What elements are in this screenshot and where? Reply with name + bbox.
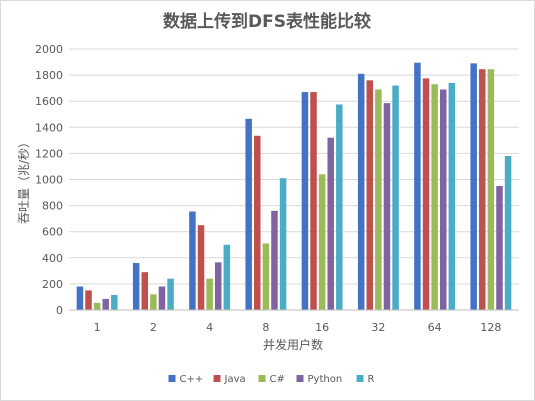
legend-item: C++ bbox=[168, 374, 204, 385]
legend-swatch bbox=[258, 375, 266, 382]
bar bbox=[479, 69, 486, 310]
y-tick-label: 1800 bbox=[35, 69, 63, 82]
bar bbox=[158, 286, 166, 310]
x-tick-label: 2 bbox=[150, 321, 157, 334]
bar bbox=[189, 211, 196, 310]
x-tick-label: 4 bbox=[206, 321, 213, 334]
bar bbox=[327, 137, 334, 310]
y-tick-label: 1200 bbox=[35, 147, 63, 160]
legend-label: C++ bbox=[180, 374, 204, 385]
bar bbox=[214, 262, 222, 310]
x-tick-label: 16 bbox=[315, 321, 329, 334]
legend-swatch bbox=[356, 375, 364, 382]
bar bbox=[336, 104, 343, 311]
bar bbox=[167, 278, 174, 310]
bar bbox=[197, 225, 205, 310]
gridlines bbox=[69, 48, 519, 285]
y-tick-label: 400 bbox=[42, 252, 63, 265]
bar bbox=[141, 272, 149, 310]
legend-item: Python bbox=[296, 374, 343, 385]
bar bbox=[150, 294, 157, 310]
x-tick-label: 64 bbox=[428, 321, 442, 334]
legend-swatch bbox=[296, 375, 304, 382]
y-axis-ticks: 0 200 400 600 800 1000 1200 1400 1600 1800 2000 bbox=[35, 43, 63, 317]
legend-label: C# bbox=[270, 374, 285, 385]
bar bbox=[431, 84, 438, 310]
legend-item: R bbox=[356, 374, 375, 385]
bar bbox=[375, 89, 382, 310]
bar bbox=[414, 62, 421, 310]
bar bbox=[318, 174, 326, 310]
bar bbox=[487, 69, 495, 310]
legend-swatch bbox=[168, 375, 176, 382]
bar bbox=[439, 89, 447, 310]
bar bbox=[470, 63, 477, 311]
y-tick-label: 1400 bbox=[35, 121, 63, 134]
bar bbox=[132, 263, 140, 310]
bar bbox=[392, 85, 399, 310]
x-tick-label: 1 bbox=[94, 321, 101, 334]
bar bbox=[422, 78, 430, 310]
bar bbox=[254, 135, 261, 310]
y-tick-label: 1600 bbox=[35, 95, 63, 108]
bar bbox=[271, 210, 278, 310]
bar bbox=[223, 244, 231, 310]
bar bbox=[102, 298, 109, 310]
bar bbox=[357, 73, 365, 310]
x-tick-label: 128 bbox=[480, 321, 501, 334]
y-tick-label: 0 bbox=[56, 304, 63, 317]
legend-item: C# bbox=[258, 374, 285, 385]
y-tick-label: 1000 bbox=[35, 174, 63, 187]
bars bbox=[76, 62, 512, 311]
y-tick-label: 200 bbox=[42, 278, 63, 291]
bar bbox=[448, 82, 456, 311]
bar bbox=[206, 278, 213, 310]
bar bbox=[279, 178, 287, 310]
bar bbox=[366, 80, 374, 310]
x-tick-label: 8 bbox=[262, 321, 269, 334]
bar bbox=[93, 302, 101, 310]
bar bbox=[310, 92, 317, 310]
legend-label: Java bbox=[224, 374, 246, 385]
bar bbox=[111, 294, 118, 310]
y-tick-label: 2000 bbox=[35, 43, 63, 56]
bar bbox=[301, 92, 309, 310]
legend-label: R bbox=[368, 374, 375, 385]
x-axis-ticks: 1 2 4 8 16 32 64 128 bbox=[94, 321, 502, 334]
x-tick-label: 32 bbox=[371, 321, 385, 334]
bar bbox=[383, 103, 391, 310]
x-axis-title: 并发用户数 bbox=[263, 337, 323, 352]
legend-item: Java bbox=[213, 374, 246, 385]
y-axis-title: 吞吐量（兆/秒） bbox=[17, 136, 31, 224]
bar bbox=[76, 286, 84, 310]
bar bbox=[262, 243, 270, 310]
bar bbox=[504, 156, 512, 310]
y-tick-label: 800 bbox=[42, 200, 63, 213]
legend-swatch bbox=[213, 375, 221, 382]
bar bbox=[496, 186, 503, 310]
y-tick-label: 600 bbox=[42, 226, 63, 239]
legend: C++ Java C# Python R bbox=[168, 374, 375, 385]
bar bbox=[245, 118, 252, 310]
bar bbox=[85, 290, 92, 310]
chart-title: 数据上传到DFS表性能比较 bbox=[163, 11, 371, 32]
legend-label: Python bbox=[308, 374, 343, 385]
